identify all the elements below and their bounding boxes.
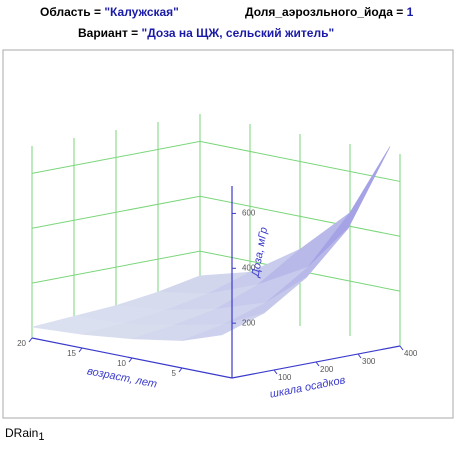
- footer-index: 1: [38, 431, 44, 443]
- variant-value: "Доза на ЩЖ, сельский житель": [142, 26, 335, 40]
- y-tick: [315, 361, 320, 367]
- region-value: "Калужская": [104, 5, 179, 19]
- y-tick-label: 100: [278, 373, 292, 382]
- z-tick-label: 400: [242, 263, 256, 272]
- footer-name: DRain: [5, 426, 38, 440]
- y-tick-label: 300: [362, 357, 376, 366]
- footer: DRain1: [5, 426, 44, 443]
- header-line: Доля_аэрозльного_йода = 1: [245, 5, 414, 19]
- x-tick-label: 10: [117, 359, 126, 368]
- region-label: Область =: [40, 5, 104, 19]
- x-tick: [128, 357, 133, 363]
- y-tick: [273, 369, 278, 375]
- variant-label: Вариант =: [78, 26, 142, 40]
- z-tick-label: 600: [242, 209, 256, 218]
- surface-patch: [181, 312, 265, 341]
- x-tick-label: 20: [17, 339, 26, 348]
- share-value: 1: [407, 5, 414, 19]
- x-tick-label: 5: [172, 369, 177, 378]
- x-tick: [178, 367, 183, 373]
- x-tick-label: 15: [67, 349, 76, 358]
- header-line: Область = "Калужская": [40, 5, 179, 19]
- y-tick-label: 400: [404, 349, 418, 358]
- x-tick: [78, 347, 83, 353]
- plot-frame: [2, 49, 454, 419]
- share-label: Доля_аэрозльного_йода =: [245, 5, 407, 19]
- y-tick: [357, 353, 362, 359]
- header-line: Вариант = "Доза на ЩЖ, сельский житель": [78, 26, 334, 40]
- z-tick-label: 200: [242, 318, 256, 327]
- y-tick-label: 200: [320, 365, 334, 374]
- x-tick: [28, 337, 33, 343]
- y-tick: [399, 345, 404, 351]
